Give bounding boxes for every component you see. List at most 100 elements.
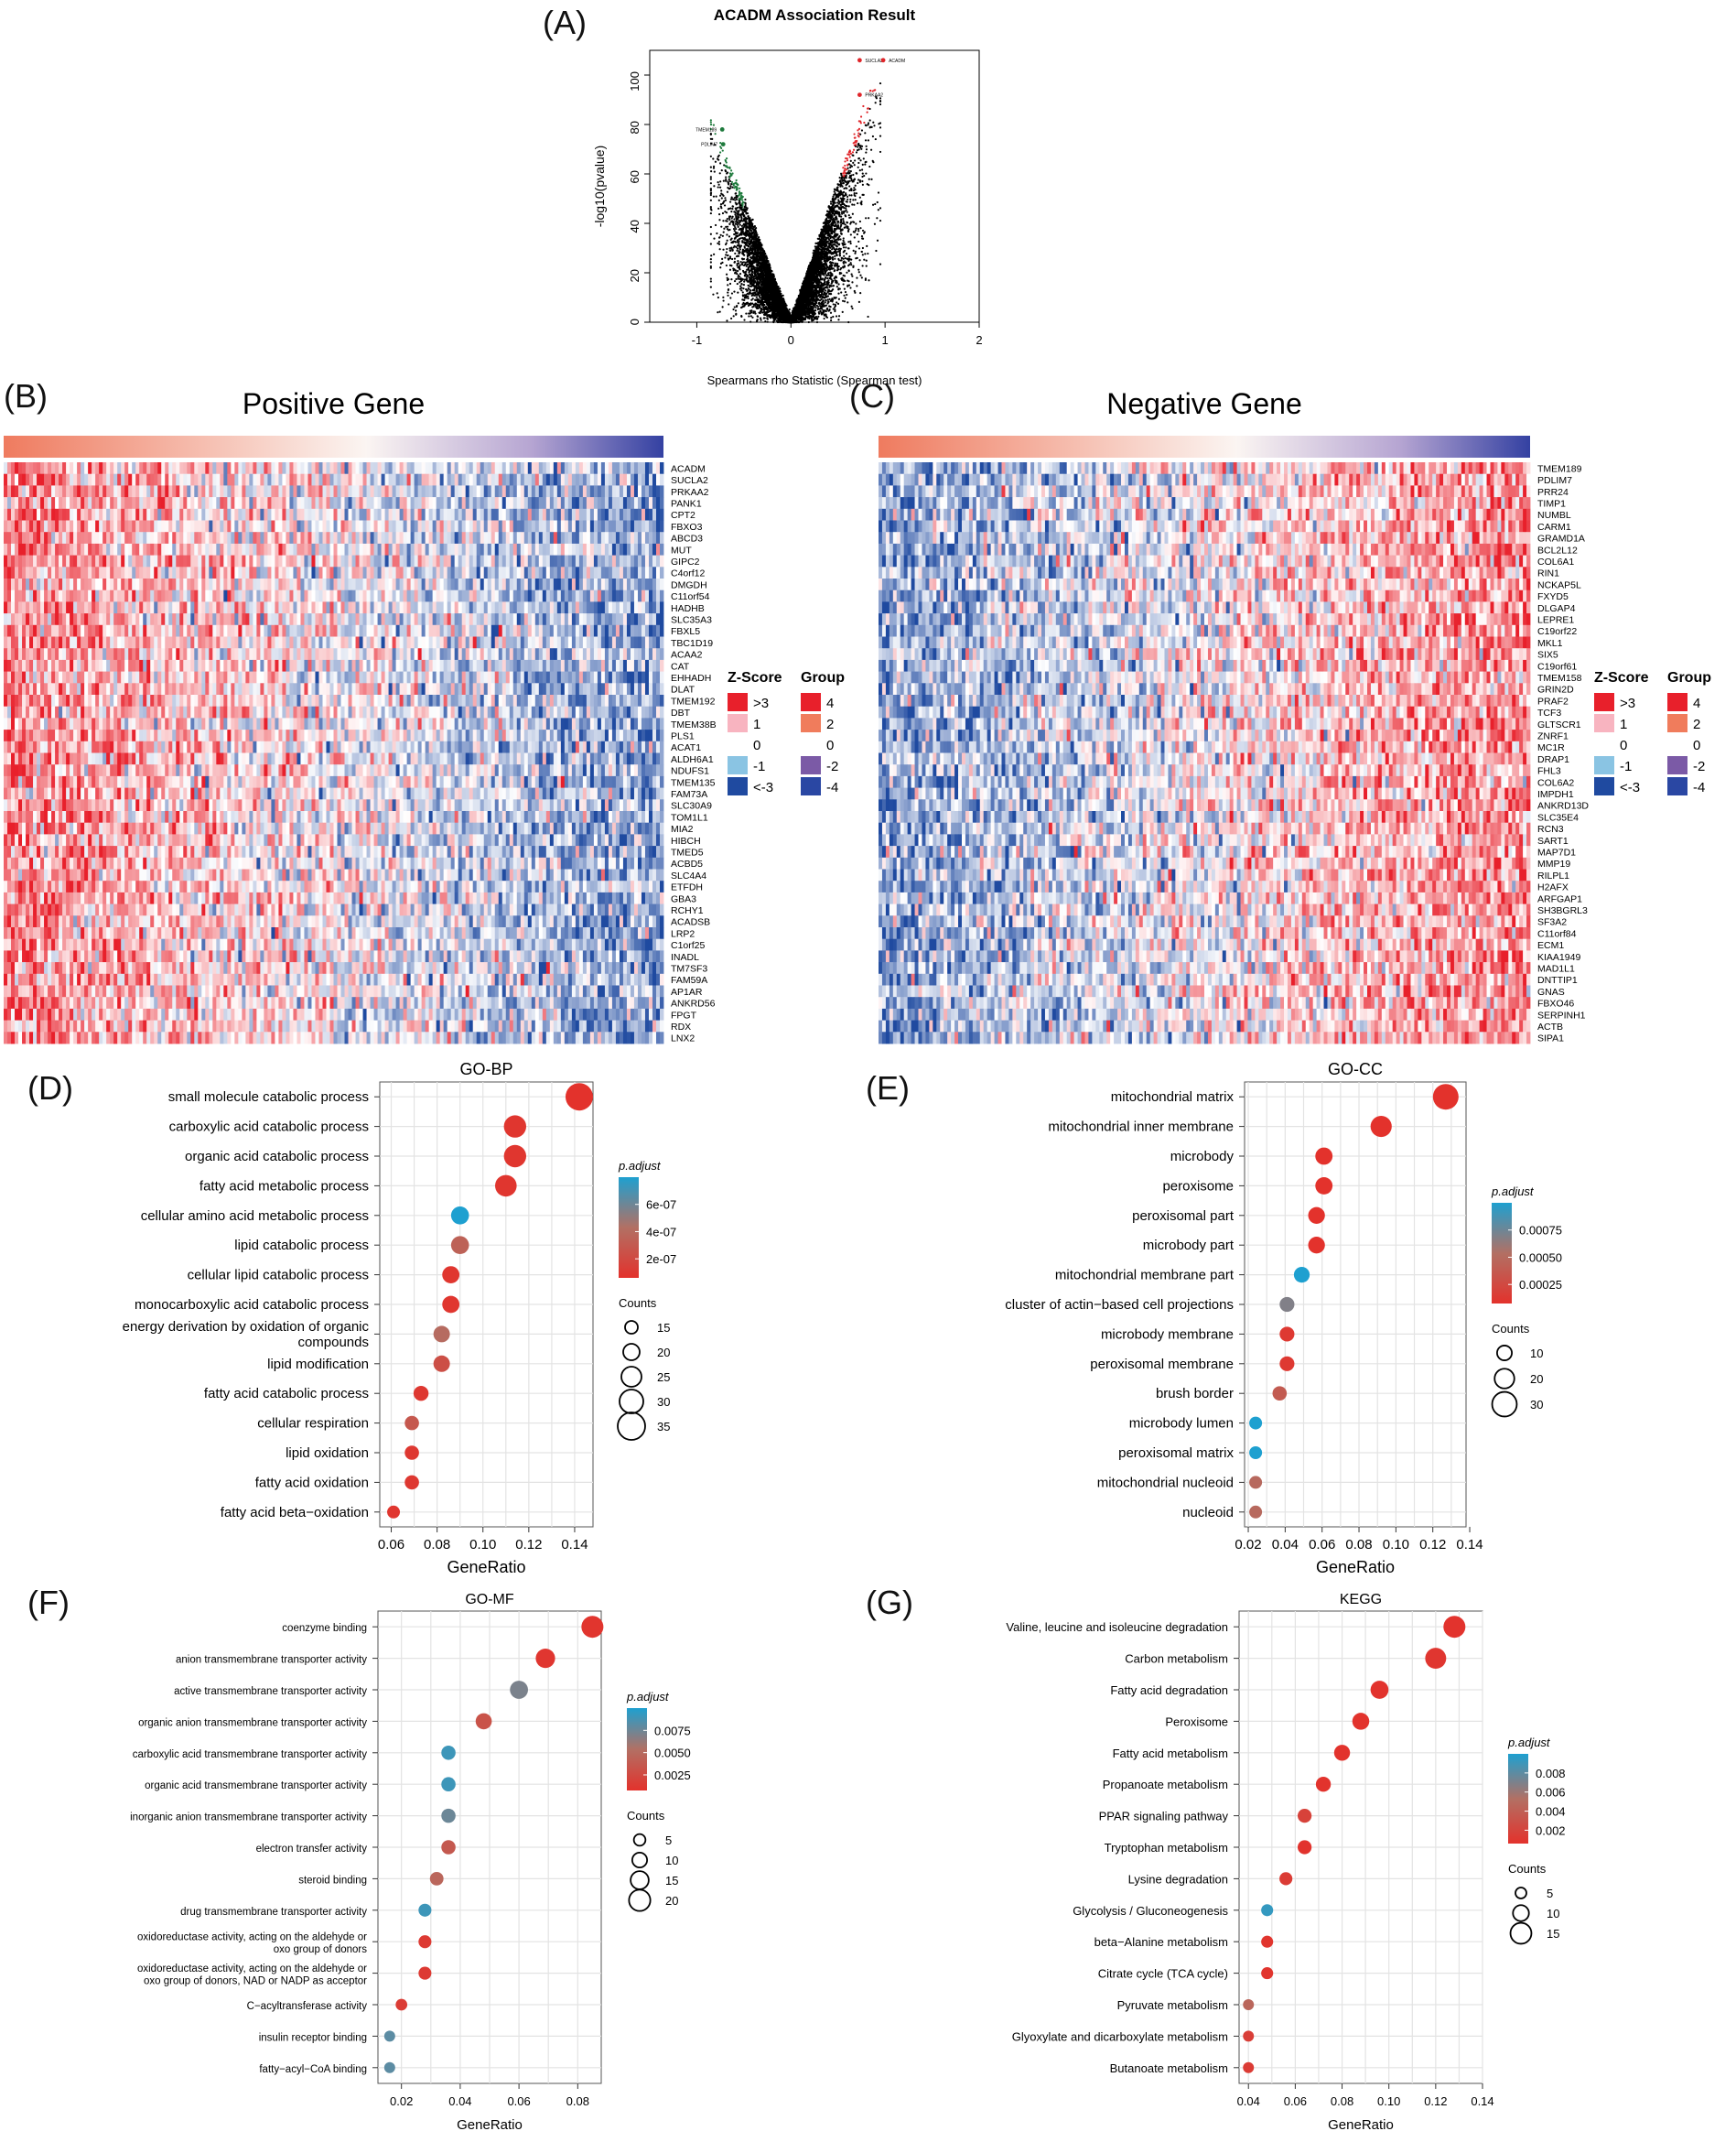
volcano-point [710, 258, 712, 260]
volcano-point [830, 319, 832, 321]
volcano-point [737, 224, 739, 226]
volcano-point [862, 184, 864, 186]
volcano-point [855, 222, 857, 224]
volcano-point [846, 165, 848, 167]
volcano-point [859, 146, 861, 148]
volcano-point [833, 218, 835, 220]
volcano-point [848, 205, 850, 207]
volcano-point [722, 149, 724, 151]
volcano-point [850, 165, 852, 167]
volcano-point [731, 187, 733, 189]
volcano-point [728, 219, 730, 221]
volcano-point [845, 215, 846, 217]
volcano-point [843, 263, 845, 265]
volcano-point [710, 178, 712, 180]
volcano-point [845, 181, 846, 183]
volcano-point [834, 270, 836, 272]
volcano-point [840, 216, 842, 218]
volcano-point [717, 186, 719, 188]
volcano-point [719, 180, 721, 182]
volcano-point [741, 237, 743, 239]
volcano-point [843, 261, 845, 263]
volcano-point [850, 194, 852, 196]
volcano-point [865, 139, 867, 141]
volcano-point [717, 297, 719, 298]
volcano-point [718, 184, 720, 186]
volcano-point [859, 179, 861, 181]
volcano-point [866, 146, 868, 147]
volcano-point [727, 191, 728, 193]
volcano-point [836, 204, 838, 206]
volcano-point [853, 187, 855, 189]
volcano-point [842, 206, 844, 208]
volcano-point [844, 288, 846, 290]
volcano-point [879, 264, 881, 265]
volcano-point [736, 263, 738, 265]
volcano-point [854, 164, 856, 166]
volcano-point [710, 206, 712, 208]
volcano-point [717, 311, 718, 313]
volcano-point [853, 149, 855, 151]
volcano-point [839, 268, 841, 270]
volcano-point [843, 255, 845, 257]
volcano-point [857, 257, 858, 259]
volcano-point [719, 311, 721, 313]
volcano-point [710, 212, 712, 214]
volcano-point [846, 199, 848, 200]
volcano-point [831, 267, 833, 269]
volcano-point [825, 293, 827, 295]
volcano-point [846, 294, 847, 296]
volcano-point [857, 233, 858, 235]
volcano-point [854, 159, 856, 161]
volcano-point [738, 250, 739, 252]
volcano-title: ACADM Association Result [714, 6, 916, 24]
volcano-point [717, 208, 719, 210]
volcano-point [754, 312, 756, 314]
volcano-point [710, 243, 712, 244]
volcano-point [867, 316, 868, 318]
volcano-point [734, 230, 736, 232]
volcano-point [855, 185, 857, 187]
volcano-point [713, 185, 715, 187]
volcano-point [838, 298, 840, 300]
volcano-point [879, 220, 881, 222]
volcano-point [818, 303, 820, 305]
volcano-point [726, 251, 728, 253]
volcano-point [748, 312, 749, 314]
volcano-point [730, 278, 732, 280]
volcano-point [850, 233, 852, 235]
volcano-point [860, 115, 862, 117]
volcano-point [852, 155, 854, 157]
volcano-point [710, 209, 712, 211]
volcano-point [838, 315, 840, 317]
volcano-point [719, 162, 721, 164]
volcano-point [866, 245, 868, 247]
volcano-point [865, 124, 867, 126]
volcano-point [760, 319, 761, 321]
volcano-point [743, 281, 745, 283]
volcano-point [840, 173, 842, 175]
volcano-point [848, 214, 850, 216]
volcano-point [842, 311, 844, 313]
volcano-point [846, 157, 848, 159]
volcano-point [718, 213, 720, 215]
volcano-point [718, 243, 720, 245]
volcano-point [877, 201, 879, 203]
volcano-point [731, 217, 733, 219]
volcano-point [710, 286, 712, 287]
volcano-point [868, 217, 869, 219]
volcano-point [743, 319, 745, 320]
volcano-point [861, 251, 863, 253]
volcano-point [850, 274, 852, 276]
volcano-point [846, 196, 848, 198]
volcano-point [733, 291, 735, 293]
volcano-point [715, 224, 717, 226]
volcano-point [847, 241, 849, 243]
volcano-point [833, 247, 835, 249]
volcano-point [737, 270, 739, 272]
volcano-point [817, 306, 819, 308]
volcano-point [841, 211, 843, 213]
volcano-point [865, 151, 867, 153]
volcano-point [835, 263, 836, 265]
volcano-point [802, 321, 803, 323]
